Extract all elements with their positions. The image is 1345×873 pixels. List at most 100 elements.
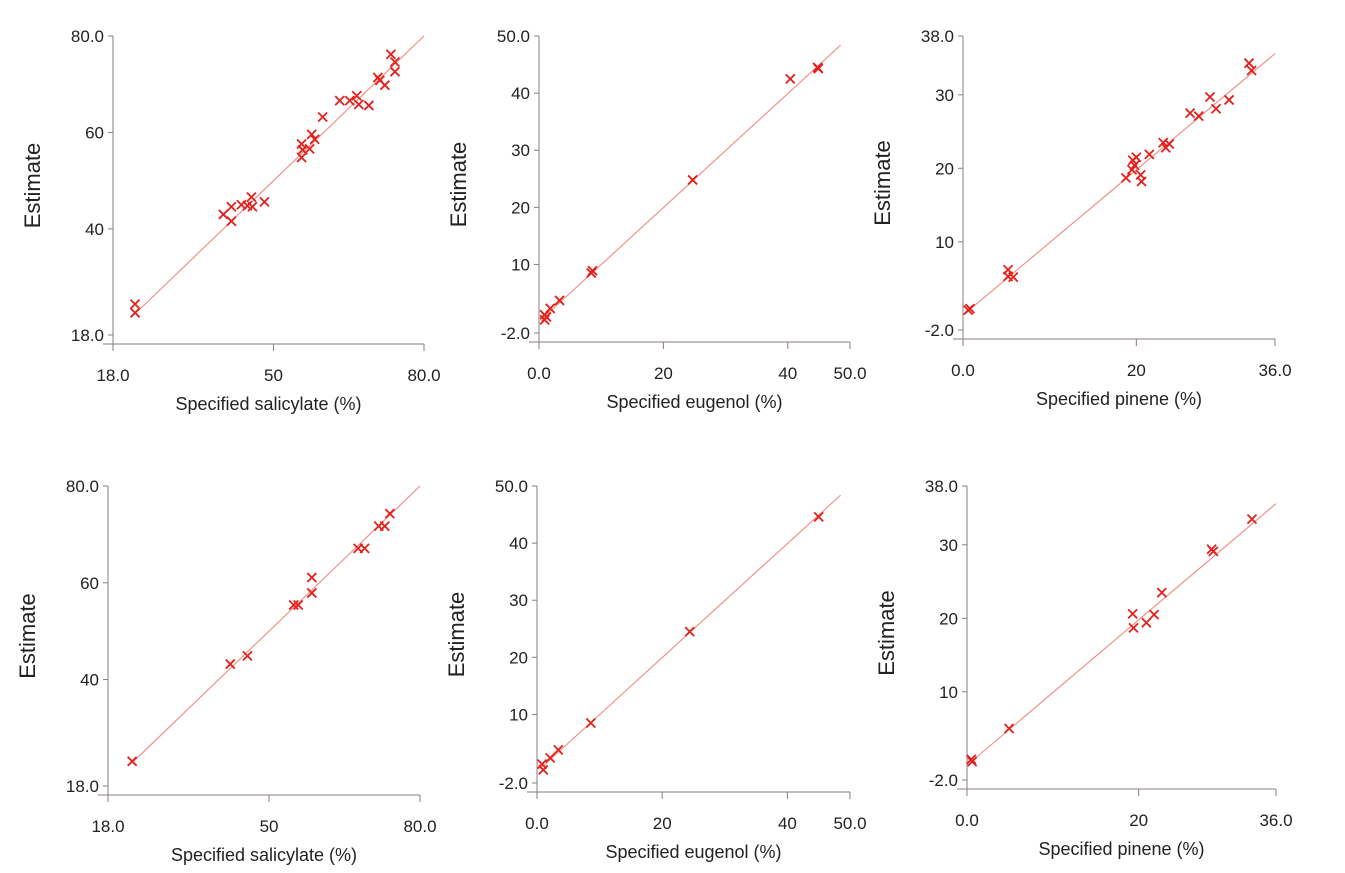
data-point-x-marker — [1003, 723, 1015, 734]
x-tick-label: 50.0 — [833, 814, 866, 833]
data-point-x-marker — [351, 90, 362, 101]
data-point-x-marker — [379, 521, 390, 532]
y-tick-label: 40 — [80, 671, 99, 690]
y-tick-label: 30 — [511, 141, 530, 160]
data-point-x-marker — [1164, 138, 1175, 150]
y-tick-label: 20 — [509, 648, 528, 667]
data-point-x-marker — [334, 95, 345, 106]
data-point-x-marker — [246, 191, 257, 203]
data-point-x-marker — [1158, 137, 1169, 148]
x-tick-label: 0.0 — [527, 364, 551, 383]
data-point-x-marker — [225, 658, 236, 670]
data-point-x-marker — [259, 196, 270, 208]
fit-line — [970, 503, 1277, 763]
x-tick-label: 40 — [778, 364, 797, 383]
y-tick-label: 30 — [509, 591, 528, 610]
scatter-panel-4: 18.0 40 60 80.0 18.0 50 80.0 Specified salicyla… — [15, 477, 437, 865]
data-point-x-marker — [1148, 609, 1160, 620]
data-point-x-marker — [585, 717, 596, 729]
y-tick-label: 20 — [939, 609, 958, 628]
y-tick-label: 60 — [85, 123, 104, 142]
y-tick-label: 50.0 — [495, 477, 528, 496]
y-tick-label: 60 — [80, 574, 99, 593]
x-axis-title: Specified salicylate (%) — [175, 394, 361, 414]
data-point-x-marker — [389, 56, 401, 68]
y-tick-label: -2.0 — [925, 321, 954, 340]
x-tick-label: 0.0 — [955, 811, 979, 830]
data-point-x-marker — [242, 650, 253, 661]
x-tick-label: 36.0 — [1259, 811, 1292, 830]
y-tick-label: -2.0 — [499, 774, 528, 793]
data-point-x-marker — [554, 295, 565, 306]
y-tick-label: 10 — [511, 255, 530, 274]
y-axis-title: Estimate — [20, 143, 45, 229]
data-point-x-marker — [966, 754, 977, 765]
data-point-x-marker — [1128, 622, 1139, 633]
data-point-x-marker — [1144, 149, 1155, 160]
y-tick-label: 38.0 — [925, 477, 958, 496]
y-tick-label: 18.0 — [66, 777, 99, 796]
data-point-x-marker — [379, 80, 391, 91]
data-point-x-marker — [687, 174, 698, 186]
data-point-x-marker — [1243, 58, 1255, 69]
y-tick-label: 40 — [511, 84, 530, 103]
data-point-x-marker — [389, 66, 401, 77]
data-point-x-marker — [129, 298, 141, 310]
y-tick-label: 50.0 — [497, 27, 530, 46]
data-point-x-marker — [218, 209, 229, 220]
y-tick-label: 18.0 — [71, 326, 104, 345]
data-point-x-marker — [1223, 94, 1235, 106]
data-point-x-marker — [1008, 271, 1019, 283]
data-point-x-marker — [306, 129, 317, 140]
x-axis-title: Specified pinene (%) — [1036, 389, 1202, 409]
scatter-panel-1: 18.0 40 60 80.0 18.0 50 80.0 Specified salicyla… — [20, 27, 441, 414]
y-axis-title: Estimate — [444, 592, 469, 678]
data-point-x-marker — [129, 307, 141, 318]
data-point-x-marker — [304, 143, 315, 154]
data-point-x-marker — [127, 756, 138, 767]
data-point-x-marker — [553, 744, 564, 756]
x-tick-label: 80.0 — [403, 817, 436, 836]
x-tick-label: 50 — [260, 817, 279, 836]
fit-line — [137, 35, 425, 312]
data-point-x-marker — [344, 95, 355, 106]
data-point-x-marker — [538, 764, 549, 775]
data-point-x-marker — [587, 265, 598, 276]
x-tick-label: 20 — [1127, 361, 1146, 380]
x-tick-label: 20 — [654, 364, 673, 383]
x-tick-label: 20 — [1129, 811, 1148, 830]
data-point-x-marker — [1156, 587, 1167, 598]
x-tick-label: 0.0 — [525, 814, 549, 833]
data-point-x-marker — [247, 201, 258, 212]
scatter-panel-2: -2.0 10 20 30 40 50.0 0.0 20 40 50.0 Specified eug… — [446, 27, 867, 412]
x-tick-label: 18.0 — [96, 366, 129, 385]
y-axis-title: Estimate — [15, 593, 40, 679]
y-tick-label: 80.0 — [66, 477, 99, 496]
fit-line — [966, 53, 1276, 313]
data-point-x-marker — [1246, 513, 1258, 525]
fit-line — [132, 485, 421, 763]
data-point-x-marker — [353, 99, 364, 110]
x-tick-label: 40 — [778, 814, 797, 833]
data-point-x-marker — [385, 49, 397, 60]
data-point-x-marker — [226, 201, 237, 212]
data-point-x-marker — [363, 100, 374, 111]
data-point-x-marker — [1184, 108, 1196, 119]
y-tick-label: 10 — [939, 683, 958, 702]
data-point-x-marker — [785, 73, 796, 84]
y-tick-label: 30 — [939, 536, 958, 555]
data-point-x-marker — [1127, 608, 1138, 620]
scatter-panel-5: -2.0 10 20 30 40 50.0 0.0 20 40 50.0 Specified eug… — [444, 477, 867, 862]
data-point-x-marker — [306, 572, 317, 583]
data-point-x-marker — [1120, 172, 1132, 183]
data-point-x-marker — [1204, 91, 1216, 103]
data-point-x-marker — [359, 543, 370, 554]
data-point-x-marker — [309, 134, 320, 145]
x-tick-label: 18.0 — [91, 817, 124, 836]
data-point-x-marker — [1208, 546, 1219, 557]
data-point-x-marker — [545, 752, 556, 764]
data-point-x-marker — [1141, 617, 1152, 628]
y-tick-label: 40 — [509, 534, 528, 553]
data-point-x-marker — [1136, 176, 1147, 187]
y-tick-label: 20 — [511, 198, 530, 217]
